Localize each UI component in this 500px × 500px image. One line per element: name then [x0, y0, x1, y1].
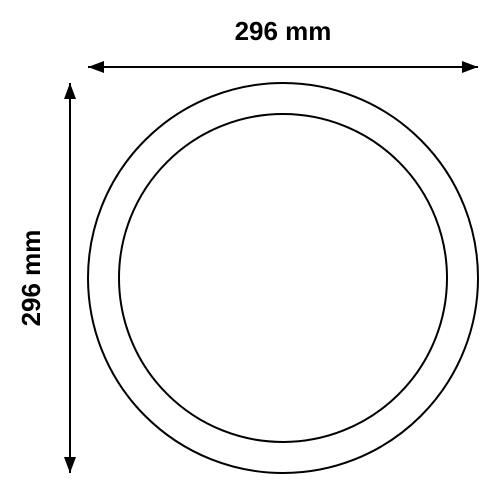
inner-circle — [119, 114, 447, 442]
ring-diagram — [88, 83, 478, 473]
v-arrow-bottom — [64, 457, 76, 473]
outer-circle — [88, 83, 478, 473]
horizontal-dimension: 296 mm — [88, 16, 478, 73]
v-dim-label: 296 mm — [16, 230, 46, 327]
h-arrow-right — [462, 61, 478, 73]
vertical-dimension: 296 mm — [16, 83, 76, 473]
h-dim-label: 296 mm — [235, 16, 332, 46]
h-arrow-left — [88, 61, 104, 73]
v-arrow-top — [64, 83, 76, 99]
